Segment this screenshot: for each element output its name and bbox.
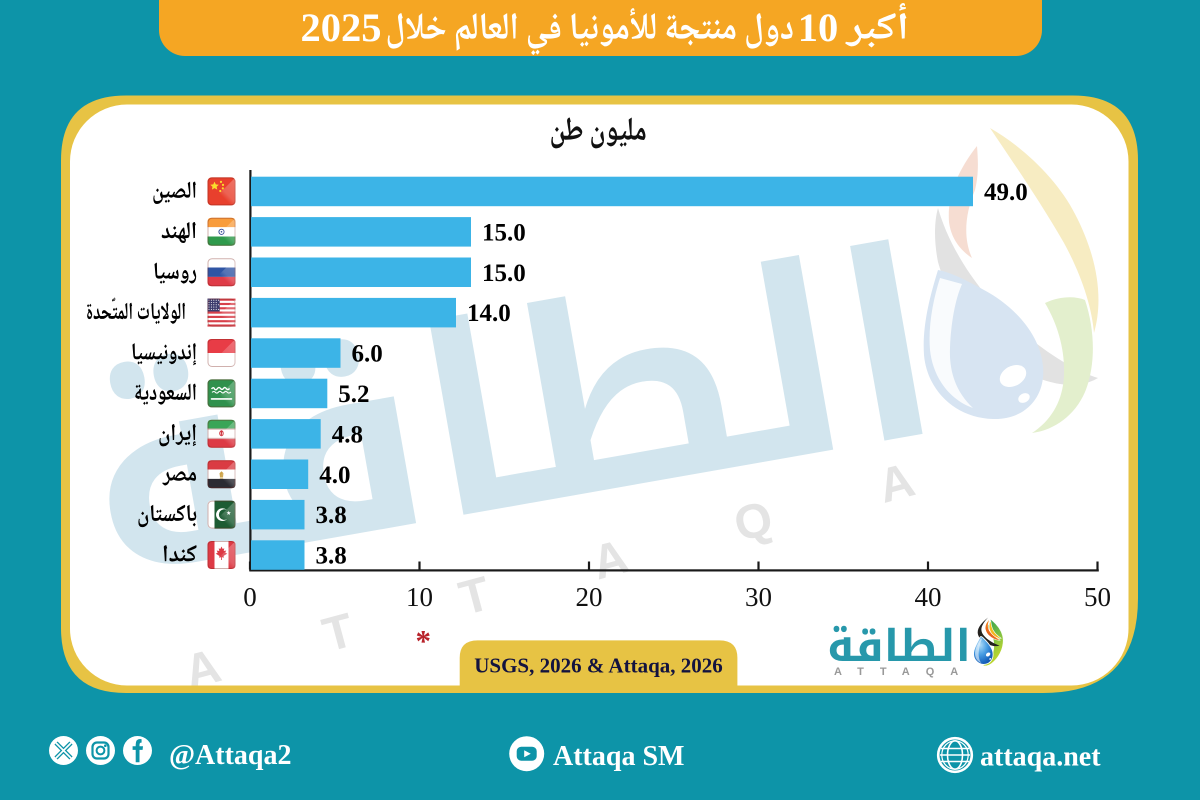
svg-text:5.2: 5.2 [338, 381, 369, 408]
svg-text:10: 10 [406, 582, 433, 612]
svg-text:3.8: 3.8 [316, 543, 347, 570]
svg-text:ATTAQA: ATTAQA [834, 666, 974, 678]
svg-text:40: 40 [915, 582, 942, 612]
svg-text:4.0: 4.0 [319, 462, 350, 489]
svg-text:15.0: 15.0 [482, 260, 526, 287]
svg-text:14.0: 14.0 [467, 300, 511, 327]
svg-text:@Attaqa2: @Attaqa2 [169, 740, 292, 771]
svg-text:USGS, 2026 & Attaqa, 2026: USGS, 2026 & Attaqa, 2026 [474, 654, 723, 678]
svg-text:30: 30 [745, 582, 772, 612]
svg-text:3.8: 3.8 [316, 502, 347, 529]
svg-text:attaqa.net: attaqa.net [980, 742, 1101, 773]
svg-text:Attaqa SM: Attaqa SM [553, 741, 684, 772]
svg-text:2025: 2025 [301, 5, 382, 50]
svg-text:*: * [416, 623, 432, 658]
svg-text:50: 50 [1084, 582, 1111, 612]
svg-text:20: 20 [576, 582, 603, 612]
svg-text:15.0: 15.0 [482, 219, 526, 246]
svg-text:0: 0 [243, 582, 257, 612]
svg-text:49.0: 49.0 [984, 179, 1028, 206]
svg-text:10: 10 [798, 5, 839, 50]
svg-text:6.0: 6.0 [352, 341, 383, 368]
svg-text:4.8: 4.8 [332, 421, 363, 448]
